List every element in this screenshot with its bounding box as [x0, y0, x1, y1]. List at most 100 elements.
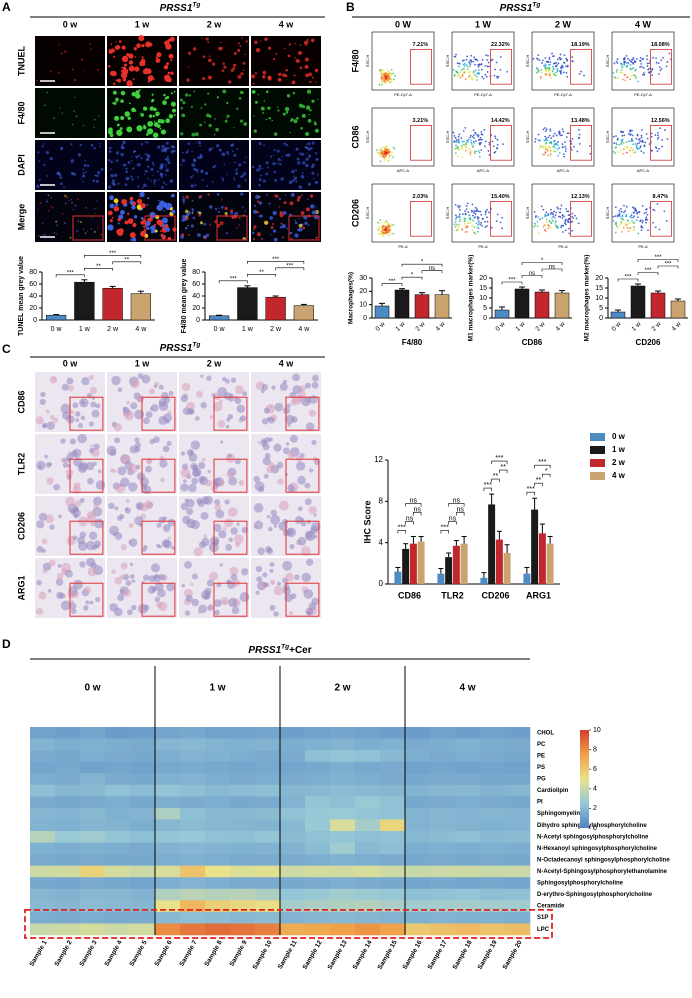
flow-event — [623, 142, 625, 144]
ihc-tissue — [225, 544, 232, 551]
heatmap-cell — [455, 854, 480, 866]
micrograph-speck — [220, 149, 222, 151]
ihc-tissue — [297, 476, 306, 485]
micrograph-speck — [233, 215, 237, 219]
micrograph-speck — [239, 97, 242, 100]
ihc-tissue — [68, 590, 76, 598]
flow-event — [578, 222, 580, 224]
micrograph-speck — [109, 150, 112, 153]
flow-event — [470, 142, 472, 144]
flow-event — [617, 139, 619, 141]
ihc-tissue — [126, 401, 130, 405]
flow-event — [562, 131, 564, 133]
flow-event — [534, 222, 536, 224]
flow-event — [625, 215, 627, 217]
flow-event — [567, 132, 569, 134]
heatmap-cell — [155, 923, 180, 935]
y-tick-label: 15 — [595, 285, 603, 292]
ihc-tissue — [71, 411, 74, 414]
micrograph-speck — [113, 91, 117, 95]
flow-event — [544, 229, 546, 231]
micrograph-speck — [294, 74, 296, 76]
ihc-tissue — [65, 570, 73, 578]
flow-event — [657, 134, 659, 136]
micrograph-speck — [77, 199, 79, 201]
micrograph-speck — [132, 223, 136, 227]
heatmap-cell — [405, 889, 430, 901]
bar — [515, 289, 529, 318]
ihc-tissue — [181, 503, 188, 510]
flow-event — [563, 156, 565, 158]
flow-event — [636, 148, 638, 150]
micrograph-speck — [64, 50, 66, 52]
flow-event — [453, 69, 455, 71]
heatmap-cell — [30, 900, 55, 912]
flow-event — [481, 225, 483, 227]
ihc-tissue — [134, 437, 139, 442]
micrograph-speck — [193, 159, 196, 162]
flow-event — [478, 227, 480, 229]
flow-event — [473, 212, 475, 214]
micrograph-speck — [111, 71, 116, 76]
heatmap-cell — [255, 750, 280, 762]
heatmap-cell — [130, 785, 155, 797]
micrograph-speck — [157, 219, 163, 225]
colorbar-tick-label: 0 — [593, 825, 597, 832]
ihc-tissue — [167, 536, 170, 539]
ihc-tissue — [150, 407, 153, 410]
heatmap-cell — [505, 854, 530, 866]
bar — [480, 578, 487, 584]
micrograph-speck — [85, 232, 87, 234]
flow-event — [559, 57, 561, 59]
heatmap-cell — [80, 785, 105, 797]
flow-event — [536, 57, 538, 59]
flow-x-axis-label: PE-Cy7-A — [474, 92, 492, 97]
ihc-tissue — [224, 392, 232, 400]
ihc-tissue — [296, 455, 302, 461]
flow-event — [494, 69, 496, 71]
ihc-tissue — [75, 411, 80, 416]
heatmap-cell — [55, 808, 80, 820]
flow-event — [568, 233, 570, 235]
micrograph-speck — [300, 66, 303, 69]
flow-event — [470, 135, 472, 137]
micrograph-speck — [112, 179, 115, 182]
ihc-tissue — [206, 376, 211, 381]
micrograph-speck — [129, 66, 135, 72]
flow-event — [380, 226, 382, 228]
heatmap-cell — [155, 854, 180, 866]
micrograph-speck — [165, 97, 168, 100]
flow-event — [557, 141, 559, 143]
flow-event — [381, 152, 383, 154]
flow-event — [455, 54, 457, 56]
micrograph-speck — [46, 199, 48, 201]
flow-event — [392, 156, 394, 158]
micrograph-speck — [126, 126, 132, 132]
heatmap-cell — [480, 843, 505, 855]
flow-event — [550, 155, 552, 157]
micrograph-speck — [306, 207, 310, 211]
ihc-tissue — [310, 526, 318, 534]
flow-event — [615, 215, 617, 217]
ihc-tissue — [42, 424, 46, 428]
heatmap-cell — [155, 750, 180, 762]
micrograph-speck — [299, 224, 303, 228]
micrograph-speck — [305, 158, 308, 161]
ihc-tissue — [218, 530, 226, 538]
flow-event — [542, 129, 544, 131]
significance-label: ** — [493, 473, 499, 480]
ihc-tissue — [264, 408, 270, 414]
flow-event — [546, 139, 548, 141]
micrograph-speck — [243, 69, 245, 71]
flow-event — [472, 72, 474, 74]
micrograph-speck — [240, 176, 242, 178]
y-tick-label: 20 — [479, 275, 487, 282]
flow-event — [560, 54, 562, 56]
heatmap-cell — [205, 843, 230, 855]
ihc-tissue — [117, 515, 122, 520]
colorbar-tick-label: 10 — [593, 727, 601, 734]
heatmap-cell — [480, 877, 505, 889]
flow-event — [496, 220, 498, 222]
micrograph-speck — [157, 171, 159, 173]
